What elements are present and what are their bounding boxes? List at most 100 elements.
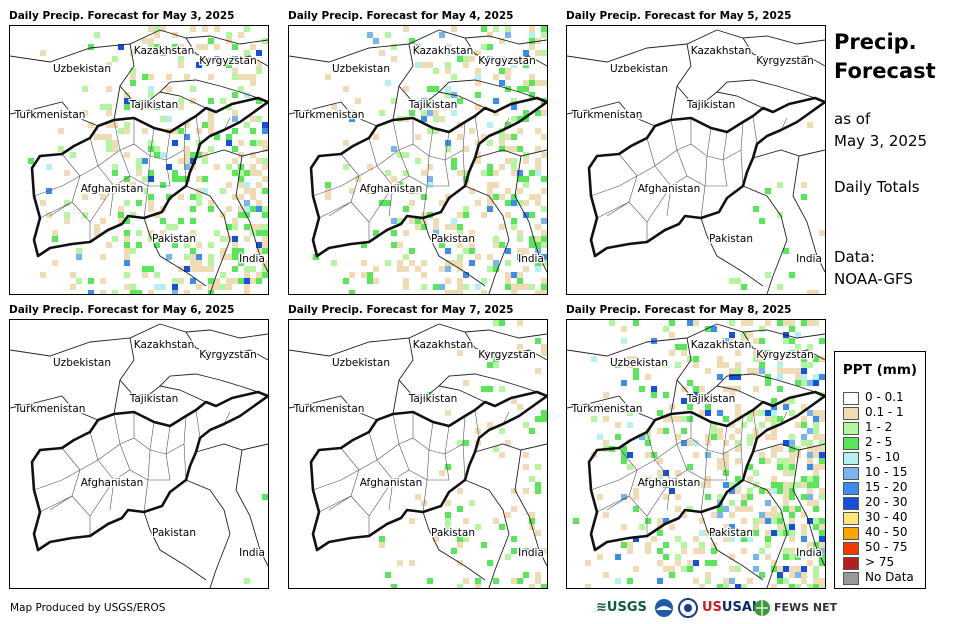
- country-label-kyrgyzstan: Kyrgyzstan: [478, 349, 536, 361]
- country-label-kyrgyzstan: Kyrgyzstan: [756, 349, 814, 361]
- precip-map: Kazakhstan Kyrgyzstan Uzbekistan Tajikistan…: [566, 25, 826, 295]
- fews-logo: FEWS NET: [774, 601, 838, 614]
- country-label-kazakhstan: Kazakhstan: [134, 339, 195, 351]
- country-label-uzbekistan: Uzbekistan: [53, 357, 111, 369]
- country-label-kyrgyzstan: Kyrgyzstan: [199, 55, 257, 67]
- legend-label: > 75: [865, 555, 895, 569]
- precip-map: Kazakhstan Kyrgyzstan Uzbekistan Tajikistan…: [288, 319, 548, 589]
- country-label-afghanistan: Afghanistan: [81, 477, 144, 489]
- country-label-tajikistan: Tajikistan: [129, 99, 179, 111]
- country-label-kazakhstan: Kazakhstan: [691, 45, 752, 57]
- country-label-kazakhstan: Kazakhstan: [134, 45, 195, 57]
- legend-swatch: [843, 512, 859, 525]
- usgs-logo: ≋USGS: [596, 600, 647, 615]
- country-label-tajikistan: Tajikistan: [686, 393, 736, 405]
- legend-label: 40 - 50: [865, 525, 908, 539]
- country-label-afghanistan: Afghanistan: [360, 477, 423, 489]
- country-label-uzbekistan: Uzbekistan: [332, 357, 390, 369]
- legend-swatch: [843, 482, 859, 495]
- country-label-tajikistan: Tajikistan: [408, 99, 458, 111]
- country-label-afghanistan: Afghanistan: [81, 183, 144, 195]
- country-label-afghanistan: Afghanistan: [638, 183, 701, 195]
- legend-title: PPT (mm): [842, 362, 918, 378]
- legend-swatch: [843, 452, 859, 465]
- partner-logos: ≋USGS USUSAID FEWS NET: [596, 598, 837, 618]
- legend-swatch: [843, 437, 859, 450]
- data-source-text: Data: NOAA-GFS: [834, 248, 913, 288]
- forecast-panel: Daily Precip. Forecast for May 4, 2025 Ka…: [288, 10, 548, 295]
- precip-map: Kazakhstan Kyrgyzstan Uzbekistan Tajikistan…: [9, 25, 269, 295]
- forecast-panel: Daily Precip. Forecast for May 3, 2025 Ka…: [9, 10, 269, 295]
- legend-swatch: [843, 392, 859, 405]
- panel-title: Daily Precip. Forecast for May 7, 2025: [288, 304, 514, 316]
- forecast-panel: Daily Precip. Forecast for May 6, 2025 Ka…: [9, 304, 269, 589]
- panel-title: Daily Precip. Forecast for May 6, 2025: [9, 304, 235, 316]
- precip-map: Kazakhstan Kyrgyzstan Uzbekistan Tajikistan…: [9, 319, 269, 589]
- country-label-pakistan: Pakistan: [152, 527, 196, 539]
- legend-swatch: [843, 497, 859, 510]
- legend-swatch: [843, 572, 859, 585]
- country-label-pakistan: Pakistan: [431, 527, 475, 539]
- country-label-pakistan: Pakistan: [152, 233, 196, 245]
- country-label-afghanistan: Afghanistan: [638, 477, 701, 489]
- forecast-panel: Daily Precip. Forecast for May 8, 2025 Ka…: [566, 304, 826, 589]
- country-label-tajikistan: Tajikistan: [408, 393, 458, 405]
- nws-logo-icon: [678, 598, 698, 618]
- country-label-turkmenistan: Turkmenistan: [571, 109, 643, 121]
- country-label-tajikistan: Tajikistan: [129, 393, 179, 405]
- country-label-india: India: [239, 253, 265, 265]
- country-label-uzbekistan: Uzbekistan: [610, 63, 668, 75]
- as-of-text: as of May 3, 2025: [834, 110, 928, 150]
- legend-label: 1 - 2: [865, 420, 893, 434]
- legend-label: 30 - 40: [865, 510, 908, 524]
- country-label-turkmenistan: Turkmenistan: [14, 403, 86, 415]
- panel-title: Daily Precip. Forecast for May 4, 2025: [288, 10, 514, 22]
- country-label-pakistan: Pakistan: [709, 527, 753, 539]
- forecast-panel: Daily Precip. Forecast for May 5, 2025 Ka…: [566, 10, 826, 295]
- country-label-pakistan: Pakistan: [709, 233, 753, 245]
- country-label-afghanistan: Afghanistan: [360, 183, 423, 195]
- precip-map: Kazakhstan Kyrgyzstan Uzbekistan Tajikistan…: [566, 319, 826, 589]
- legend-label: 0 - 0.1: [865, 390, 904, 404]
- country-label-pakistan: Pakistan: [431, 233, 475, 245]
- country-label-kazakhstan: Kazakhstan: [413, 45, 474, 57]
- legend-swatch: [843, 467, 859, 480]
- panel-title: Daily Precip. Forecast for May 5, 2025: [566, 10, 792, 22]
- country-label-uzbekistan: Uzbekistan: [53, 63, 111, 75]
- fews-globe-icon: [754, 600, 770, 616]
- country-label-india: India: [518, 547, 544, 559]
- legend-swatch: [843, 407, 859, 420]
- legend-label: 10 - 15: [865, 465, 908, 479]
- country-label-tajikistan: Tajikistan: [686, 99, 736, 111]
- forecast-panel: Daily Precip. Forecast for May 7, 2025 Ka…: [288, 304, 548, 589]
- legend-swatch: [843, 542, 859, 555]
- legend-swatch: [843, 422, 859, 435]
- country-label-turkmenistan: Turkmenistan: [293, 403, 365, 415]
- legend-label: 0.1 - 1: [865, 405, 904, 419]
- country-label-kyrgyzstan: Kyrgyzstan: [478, 55, 536, 67]
- country-label-kazakhstan: Kazakhstan: [413, 339, 474, 351]
- country-label-kazakhstan: Kazakhstan: [691, 339, 752, 351]
- legend-label: 20 - 30: [865, 495, 908, 509]
- legend-label: 2 - 5: [865, 435, 893, 449]
- panel-title: Daily Precip. Forecast for May 8, 2025: [566, 304, 792, 316]
- country-label-uzbekistan: Uzbekistan: [610, 357, 668, 369]
- country-label-india: India: [796, 547, 822, 559]
- country-label-turkmenistan: Turkmenistan: [14, 109, 86, 121]
- legend-heading: Precip. Forecast: [834, 30, 936, 83]
- country-label-india: India: [239, 547, 265, 559]
- country-label-uzbekistan: Uzbekistan: [332, 63, 390, 75]
- legend-swatch: [843, 527, 859, 540]
- country-label-kyrgyzstan: Kyrgyzstan: [199, 349, 257, 361]
- map-credit: Map Produced by USGS/EROS: [10, 602, 166, 614]
- legend-swatch: [843, 557, 859, 570]
- panel-title: Daily Precip. Forecast for May 3, 2025: [9, 10, 235, 22]
- country-label-turkmenistan: Turkmenistan: [293, 109, 365, 121]
- noaa-logo-icon: [655, 599, 673, 617]
- country-label-kyrgyzstan: Kyrgyzstan: [756, 55, 814, 67]
- country-label-turkmenistan: Turkmenistan: [571, 403, 643, 415]
- legend-label: 50 - 75: [865, 540, 908, 554]
- totals-text: Daily Totals: [834, 178, 920, 196]
- legend-label: No Data: [865, 570, 914, 584]
